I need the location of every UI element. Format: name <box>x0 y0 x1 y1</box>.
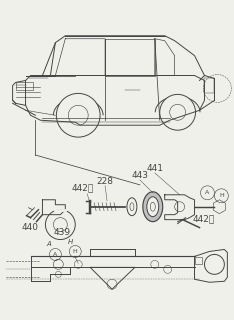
Text: 441: 441 <box>146 164 163 173</box>
Bar <box>16 83 33 91</box>
Text: A: A <box>205 190 210 195</box>
Text: H: H <box>73 249 78 254</box>
Ellipse shape <box>127 198 137 216</box>
Text: A: A <box>46 242 51 247</box>
Text: 442Ⓑ: 442Ⓑ <box>71 184 93 193</box>
Ellipse shape <box>143 192 163 222</box>
Text: 440: 440 <box>22 223 39 232</box>
Bar <box>205 78 214 93</box>
Text: 443: 443 <box>131 171 148 180</box>
Circle shape <box>160 94 196 130</box>
Text: H: H <box>68 238 73 244</box>
Text: 228: 228 <box>97 177 113 186</box>
Circle shape <box>56 93 100 137</box>
Text: 439: 439 <box>54 228 71 236</box>
Text: H: H <box>219 193 224 198</box>
Text: A: A <box>53 252 58 257</box>
Bar <box>194 257 202 264</box>
Ellipse shape <box>147 197 159 217</box>
Text: 442Ⓐ: 442Ⓐ <box>193 215 215 224</box>
